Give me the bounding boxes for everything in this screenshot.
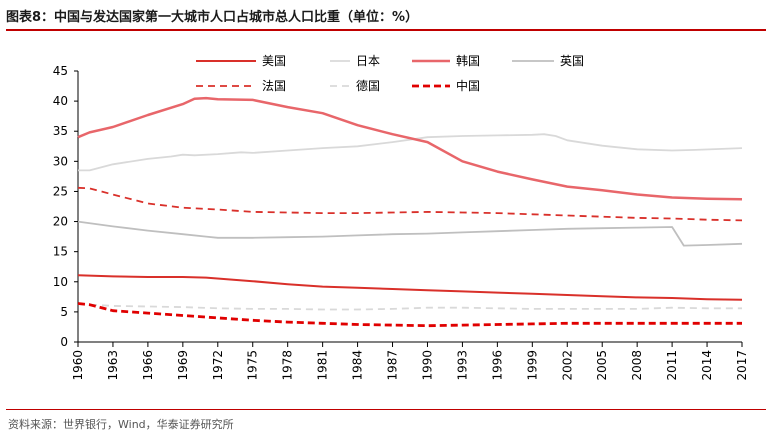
series-line-3 xyxy=(77,220,743,247)
x-tick-label: 1984 xyxy=(351,350,365,381)
y-tick-label: 20 xyxy=(53,215,68,229)
y-tick-label: 35 xyxy=(53,124,68,138)
series-line-4 xyxy=(77,186,743,222)
x-tick-label: 1960 xyxy=(71,350,85,381)
x-tick-label: 1969 xyxy=(176,350,190,381)
bottom-rule xyxy=(6,409,766,410)
axes: 0 5 10 15 20 25 30 35 40 45 1960 1963 1966 1969 1972 19… xyxy=(53,64,749,381)
x-tick-label: 1981 xyxy=(316,350,330,381)
x-tick-label: 1963 xyxy=(106,350,120,381)
x-tick-label: 1978 xyxy=(281,350,295,381)
x-tick-label: 1990 xyxy=(420,350,434,381)
series-line-2 xyxy=(77,96,743,201)
y-tick-label: 45 xyxy=(53,64,68,78)
legend-label-0: 美国 xyxy=(262,54,286,68)
legend-label-5: 德国 xyxy=(356,78,380,93)
top-rule xyxy=(6,29,766,31)
chart-title: 图表8：中国与发达国家第一大城市人口占城市总人口比重（单位：%） xyxy=(6,10,419,25)
legend-label-1: 日本 xyxy=(356,54,380,68)
x-tick-label: 1966 xyxy=(141,350,155,381)
legend-label-6: 中国 xyxy=(456,78,480,93)
y-tick-label: 30 xyxy=(53,154,68,168)
x-tick-label: 2017 xyxy=(735,350,749,381)
x-tick-label: 2014 xyxy=(700,350,714,381)
x-tick-label: 1996 xyxy=(490,350,504,381)
x-tick-label: 2011 xyxy=(665,350,679,381)
x-tick-label: 1987 xyxy=(386,350,400,381)
x-tick-label: 2002 xyxy=(560,350,574,381)
legend-label-4: 法国 xyxy=(262,79,286,93)
x-tick-label: 2005 xyxy=(595,350,609,381)
y-tick-label: 25 xyxy=(53,184,68,198)
y-tick-label: 40 xyxy=(53,94,68,108)
series-line-1 xyxy=(78,133,743,172)
y-tick-label: 5 xyxy=(60,305,68,319)
x-tick-label: 2008 xyxy=(630,350,644,381)
legend-label-2: 韩国 xyxy=(456,53,480,68)
y-tick-label: 0 xyxy=(60,335,68,349)
x-tick-label: 1972 xyxy=(211,350,225,381)
legend-label-3: 英国 xyxy=(560,54,584,68)
series-line-6 xyxy=(77,302,742,328)
series-line-5 xyxy=(77,303,742,311)
series-lines xyxy=(77,96,743,328)
x-tick-label: 1975 xyxy=(246,350,260,381)
x-tick-label: 1999 xyxy=(525,350,539,381)
y-tick-label: 15 xyxy=(53,245,68,259)
y-tick-label: 10 xyxy=(53,275,68,289)
series-line-0 xyxy=(77,274,743,301)
source-note: 资料来源：世界银行，Wind，华泰证券研究所 xyxy=(8,418,234,431)
x-tick-label: 1993 xyxy=(455,350,469,381)
